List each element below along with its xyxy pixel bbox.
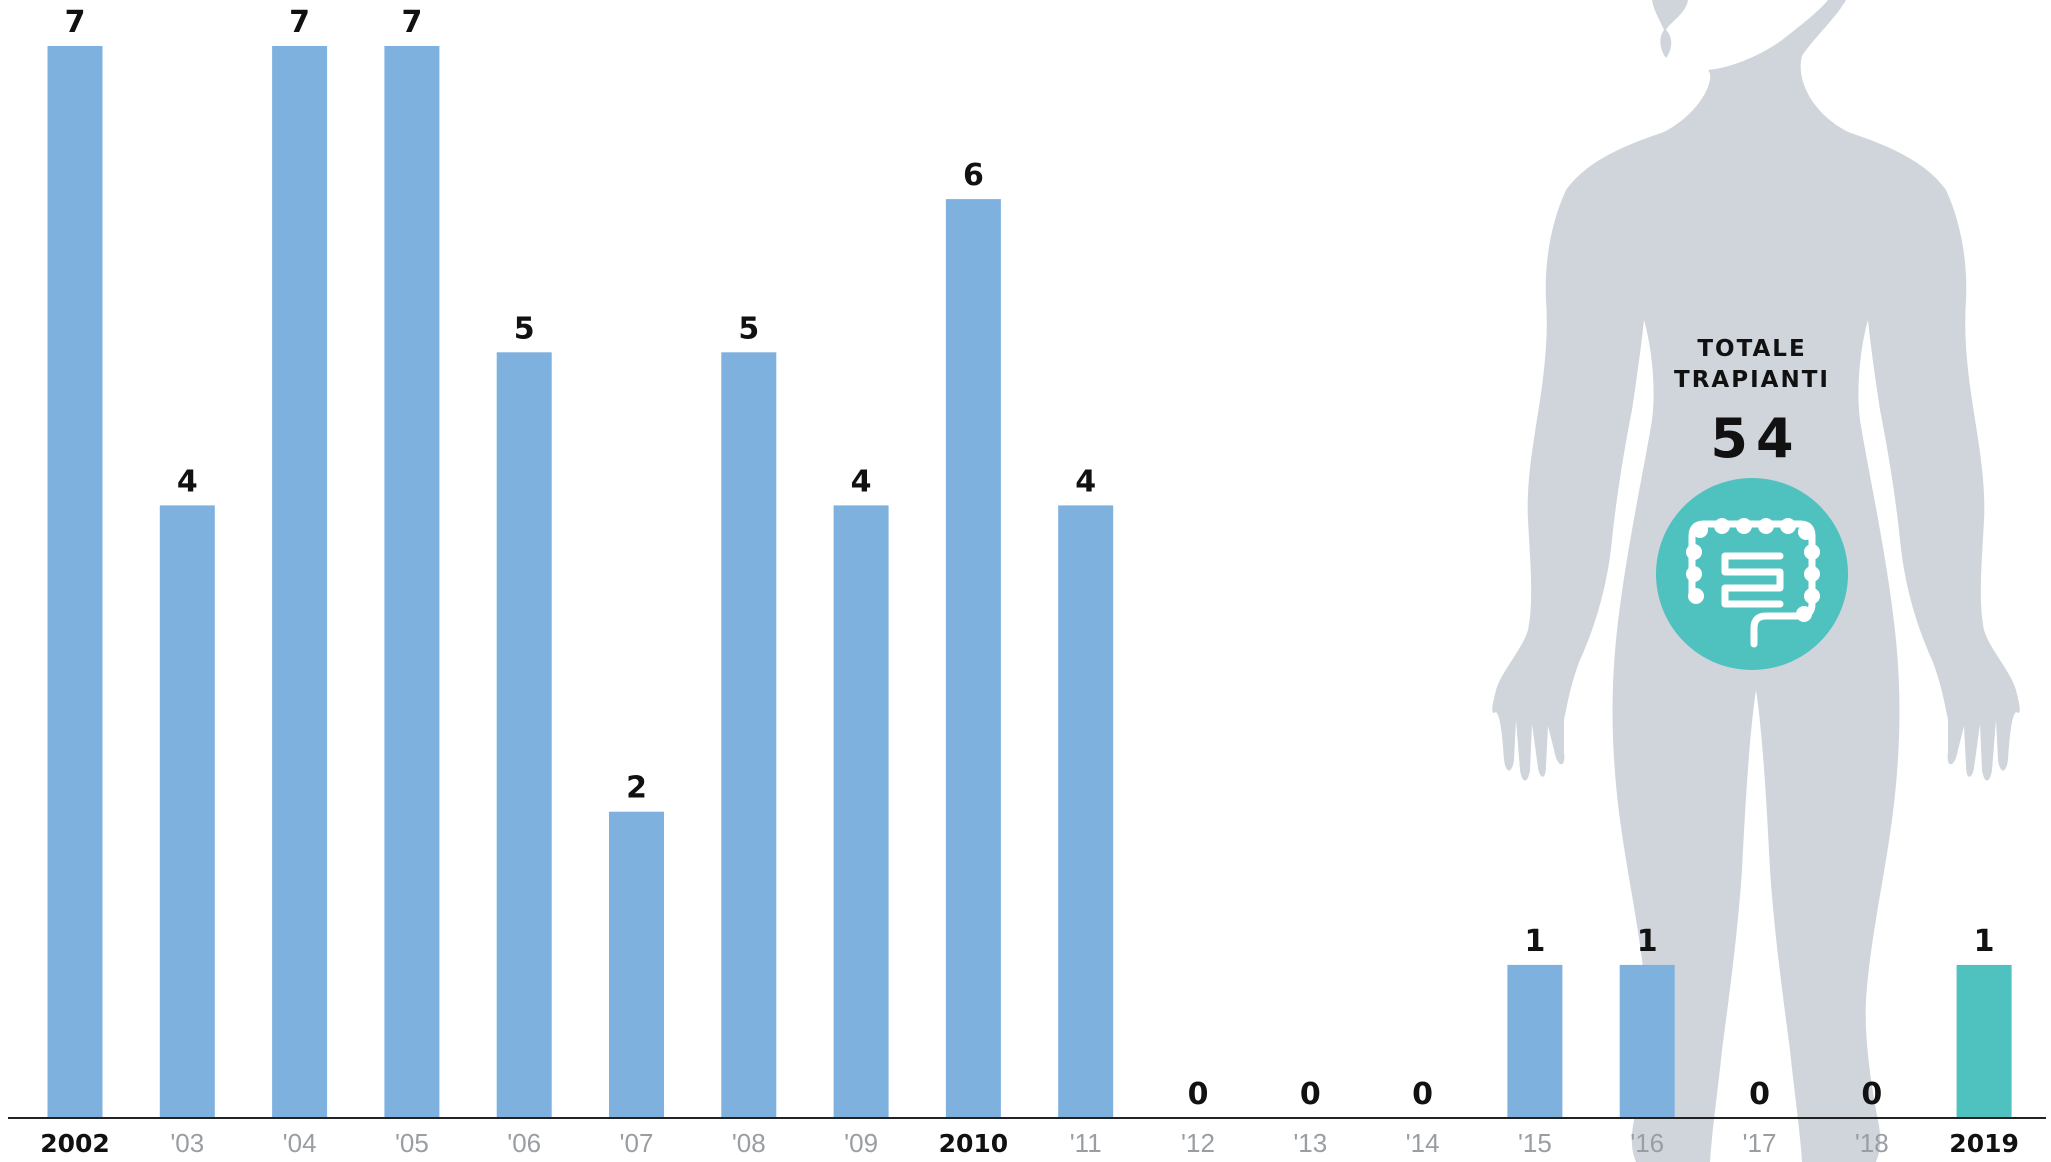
value-label-16: 1 — [1637, 924, 1658, 959]
bar-16 — [1619, 964, 1675, 1118]
tick-label-14: '14 — [1406, 1128, 1440, 1158]
bar-05 — [384, 46, 440, 1118]
value-label-08: 5 — [738, 311, 759, 346]
tick-label-11: '11 — [1070, 1128, 1102, 1158]
bar-2010 — [945, 199, 1001, 1119]
value-label-07: 2 — [626, 771, 647, 806]
tick-label-13: '13 — [1293, 1128, 1327, 1158]
tick-label-2002: 2002 — [40, 1129, 110, 1158]
tick-label-08: '08 — [732, 1128, 766, 1158]
total-value: 54 — [1710, 407, 1801, 470]
total-label-line1: TOTALE — [1697, 336, 1806, 362]
total-label-line2: TRAPIANTI — [1674, 367, 1830, 393]
value-label-11: 4 — [1075, 464, 1096, 499]
tick-label-05: '05 — [395, 1128, 429, 1158]
value-label-2010: 6 — [963, 158, 984, 193]
value-label-09: 4 — [851, 464, 872, 499]
bar-08 — [721, 352, 777, 1118]
bar-09 — [833, 505, 889, 1118]
tick-label-15: '15 — [1518, 1128, 1552, 1158]
tick-label-17: '17 — [1743, 1128, 1777, 1158]
value-label-17: 0 — [1749, 1077, 1770, 1112]
bar-06 — [496, 352, 552, 1118]
value-label-04: 7 — [289, 5, 310, 40]
tick-label-16: '16 — [1630, 1128, 1664, 1158]
value-label-13: 0 — [1300, 1077, 1321, 1112]
tick-label-12: '12 — [1181, 1128, 1215, 1158]
tick-label-2019: 2019 — [1949, 1129, 2019, 1158]
tick-label-18: '18 — [1855, 1128, 1889, 1158]
bar-2019 — [1956, 964, 2012, 1118]
tick-label-04: '04 — [283, 1128, 317, 1158]
value-label-12: 0 — [1188, 1077, 1209, 1112]
bar-2002 — [47, 46, 103, 1118]
intestine-icon — [1656, 478, 1848, 670]
bar-04 — [272, 46, 328, 1118]
value-label-05: 7 — [401, 5, 422, 40]
value-label-2019: 1 — [1974, 924, 1995, 959]
tick-label-2010: 2010 — [939, 1129, 1009, 1158]
value-label-14: 0 — [1412, 1077, 1433, 1112]
tick-label-03: '03 — [170, 1128, 204, 1158]
bar-03 — [159, 505, 215, 1118]
value-label-06: 5 — [514, 311, 535, 346]
bar-11 — [1058, 505, 1114, 1118]
tick-label-09: '09 — [844, 1128, 878, 1158]
value-label-2002: 7 — [65, 5, 86, 40]
tick-label-06: '06 — [507, 1128, 541, 1158]
value-label-15: 1 — [1524, 924, 1545, 959]
value-label-18: 0 — [1861, 1077, 1882, 1112]
bar-15 — [1507, 964, 1563, 1118]
bar-07 — [609, 811, 664, 1118]
value-label-03: 4 — [177, 464, 198, 499]
tick-label-07: '07 — [620, 1128, 654, 1158]
